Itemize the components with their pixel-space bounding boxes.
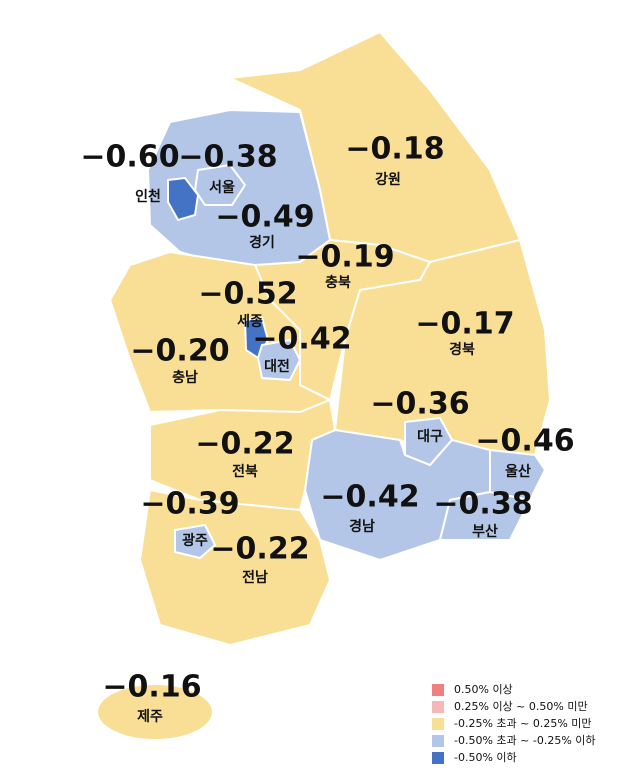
region-name: 전남 — [242, 569, 268, 586]
legend-swatch — [432, 752, 444, 764]
region-value: −0.16 — [102, 670, 201, 705]
region-name: 강원 — [375, 171, 401, 188]
region-value: −0.38 — [178, 140, 277, 175]
legend-swatch — [432, 735, 444, 747]
legend: 0.50% 이상 0.25% 이상 ~ 0.50% 미만 -0.25% 초과 ~ 0… — [432, 683, 596, 764]
region-shape — [167, 176, 200, 222]
region-shape — [96, 683, 214, 741]
region-value: −0.19 — [295, 240, 394, 275]
region-shape — [438, 490, 532, 541]
region-value: −0.42 — [320, 480, 419, 515]
region-value: −0.42 — [252, 322, 351, 357]
region-value: −0.22 — [195, 427, 294, 462]
legend-swatch — [432, 684, 444, 696]
region-name: 전북 — [232, 463, 258, 480]
region-shape — [149, 398, 337, 512]
region-name: 부산 — [472, 523, 498, 540]
region-name: 경남 — [349, 518, 375, 535]
region-value: −0.52 — [198, 277, 297, 312]
region-value: −0.18 — [345, 132, 444, 167]
region-name: 대전 — [264, 358, 290, 375]
legend-label: -0.50% 이하 — [454, 750, 517, 764]
region-value: −0.17 — [415, 307, 514, 342]
region-shape — [303, 428, 491, 562]
region-name: 서울 — [209, 179, 235, 196]
legend-swatch — [432, 718, 444, 730]
region-value: −0.22 — [210, 532, 309, 567]
labels: −0.60 인천 −0.38 서울 −0.49 경기 −0.18 강원 −0.1… — [80, 132, 574, 726]
region-value: −0.20 — [130, 334, 229, 369]
region-value: −0.39 — [140, 487, 239, 522]
region-value: −0.60 — [80, 140, 179, 175]
region-value: −0.46 — [475, 424, 574, 459]
region-name: 충남 — [172, 369, 198, 386]
region-value: −0.38 — [433, 487, 532, 522]
region-name: 경기 — [249, 234, 275, 251]
region-name: 울산 — [505, 463, 531, 480]
region-name: 제주 — [137, 709, 163, 725]
legend-label: -0.25% 초과 ~ 0.25% 미만 — [454, 717, 592, 730]
region-name: 대구 — [417, 429, 443, 445]
region-name: 경북 — [449, 341, 475, 358]
region-shape — [174, 523, 217, 560]
region-name: 세종 — [237, 314, 263, 330]
region-shape — [256, 338, 302, 382]
region-name: 충북 — [325, 275, 351, 291]
region-name: 인천 — [135, 188, 161, 205]
legend-label: -0.50% 초과 ~ -0.25% 이하 — [454, 733, 596, 747]
region-value: −0.36 — [370, 387, 469, 422]
regions — [96, 30, 552, 741]
legend-label: 0.50% 이상 — [454, 683, 513, 696]
legend-swatch — [432, 701, 444, 713]
region-name: 광주 — [182, 532, 208, 549]
legend-label: 0.25% 이상 ~ 0.50% 미만 — [454, 700, 588, 713]
region-value: −0.49 — [215, 200, 314, 235]
